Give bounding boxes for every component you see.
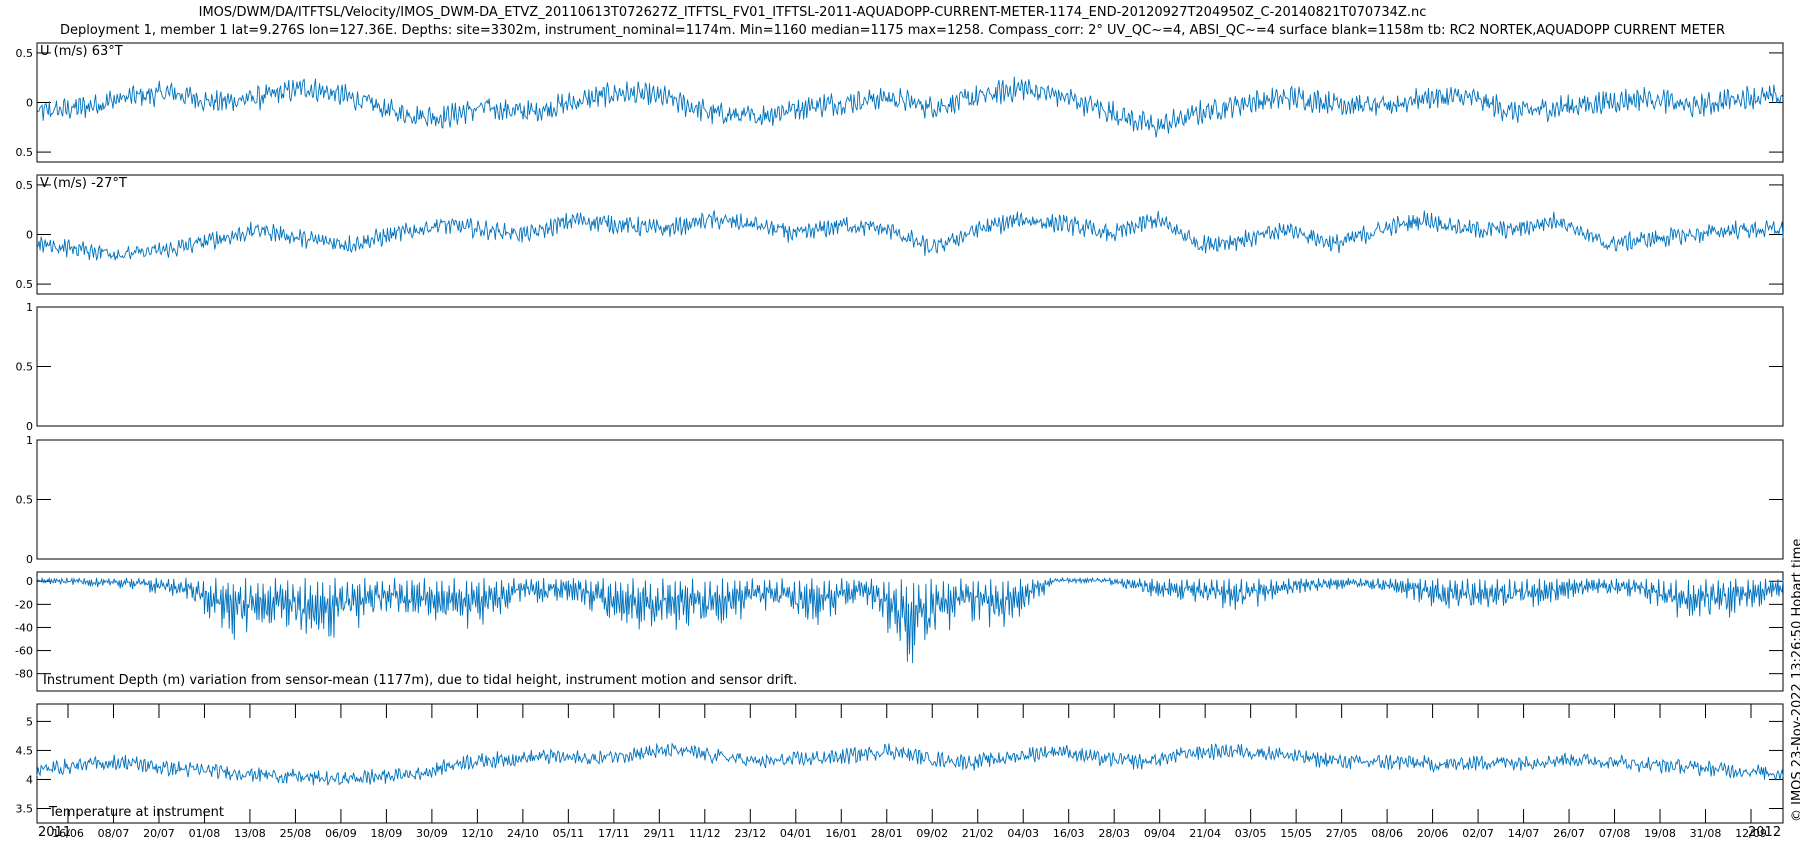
panel-5: 0 -20 -40 -60 -80 Instrument Depth (m) variat… [15, 571, 1784, 692]
xtick-label: 18/09 [371, 827, 403, 840]
series-line [36, 210, 1784, 261]
title-line-1: IMOS/DWM/DA/ITFTSL/Velocity/IMOS_DWM-DA_… [198, 5, 1427, 20]
ytick-label: 4.5 [16, 744, 34, 757]
ytick-label: 0 [26, 229, 33, 242]
ytick-label: 0 [26, 553, 33, 566]
series-line [36, 76, 1784, 138]
xtick-label: 21/02 [962, 827, 994, 840]
xtick-label: 11/12 [689, 827, 721, 840]
xtick-label: 13/08 [234, 827, 266, 840]
ytick-label: 1 [26, 434, 33, 447]
panel-label: V (m/s) -27°T [40, 176, 127, 191]
xtick-label: 23/12 [734, 827, 766, 840]
panel-3: 10.50 [16, 301, 1784, 433]
xtick-label: 27/05 [1326, 827, 1358, 840]
xtick-label: 16/03 [1053, 827, 1085, 840]
panel-label: U (m/s) 63°T [40, 44, 123, 59]
ytick-label: 0.5 [16, 47, 34, 60]
xtick-label: 30/09 [416, 827, 448, 840]
xtick-label: 01/08 [189, 827, 221, 840]
ytick-label: 3.5 [16, 802, 34, 815]
panel-frame [36, 703, 1784, 824]
xtick-label: 09/04 [1144, 827, 1176, 840]
ytick-label: 4 [26, 773, 33, 786]
xtick-label: 29/11 [643, 827, 675, 840]
xtick-label: 25/08 [280, 827, 312, 840]
xtick-label: 08/06 [1371, 827, 1403, 840]
x-axis: 16/06 08/07 20/07 01/08 13/08 25/08 06/09 18/09… [38, 704, 1781, 840]
panel-frame [36, 42, 1784, 163]
xtick-label: 15/05 [1280, 827, 1312, 840]
panel-label: Instrument Depth (m) variation from sens… [43, 673, 797, 688]
ytick-label: -20 [15, 598, 33, 611]
ytick-label: 0.5 [16, 179, 34, 192]
xtick-label: 07/08 [1599, 827, 1631, 840]
series-line [36, 576, 1784, 664]
xtick-label: 14/07 [1508, 827, 1540, 840]
xaxis-year-end: 2012 [1748, 825, 1781, 840]
ytick-label: -80 [15, 668, 33, 681]
ytick-label: 0.5 [16, 278, 34, 291]
xtick-label: 28/01 [871, 827, 903, 840]
ytick-label: 0.5 [16, 146, 34, 159]
ytick-label: -40 [15, 621, 33, 634]
panel-6: 5 4.5 4 3.5 Temperature at instrument [16, 703, 1784, 824]
xtick-label: 16/06 [52, 827, 84, 840]
ytick-label: 0 [26, 420, 33, 433]
xtick-label: 09/02 [916, 827, 948, 840]
panel-4: 10.50 [16, 434, 1784, 566]
xtick-label: 12/09 [1735, 827, 1767, 840]
xtick-label: 12/10 [462, 827, 494, 840]
ytick-label: 1 [26, 301, 33, 314]
panel-1: 0.5 0 0.5 U (m/s) 63°T [16, 42, 1784, 163]
panel-frame [36, 306, 1784, 427]
xtick-label: 28/03 [1098, 827, 1130, 840]
xaxis-year-start: 2011 [38, 825, 71, 840]
panel-label: Temperature at instrument [48, 805, 224, 820]
xtick-label: 04/03 [1007, 827, 1039, 840]
xtick-label: 08/07 [98, 827, 130, 840]
xtick-label: 06/09 [325, 827, 357, 840]
xtick-label: 20/06 [1417, 827, 1449, 840]
panel-2: 0.5 0 0.5 V (m/s) -27°T [16, 174, 1784, 295]
xtick-label: 19/08 [1644, 827, 1676, 840]
xtick-label: 31/08 [1690, 827, 1722, 840]
ytick-label: 0.5 [16, 494, 34, 507]
ytick-label: 0.5 [16, 361, 34, 374]
xtick-label: 17/11 [598, 827, 630, 840]
title-line-2: Deployment 1, member 1 lat=9.276S lon=12… [59, 23, 1725, 38]
xtick-label: 04/01 [780, 827, 812, 840]
xtick-label: 26/07 [1553, 827, 1585, 840]
ytick-label: 0 [26, 575, 33, 588]
ytick-label: -60 [15, 645, 33, 658]
panel-frame [36, 571, 1784, 692]
ytick-label: 5 [26, 715, 33, 728]
xtick-label: 03/05 [1235, 827, 1267, 840]
xtick-label: 24/10 [507, 827, 539, 840]
xtick-label: 20/07 [143, 827, 175, 840]
panel-frame [36, 439, 1784, 560]
xtick-label: 05/11 [552, 827, 584, 840]
ytick-label: 0 [26, 97, 33, 110]
xtick-label: 16/01 [825, 827, 857, 840]
xtick-label: 21/04 [1189, 827, 1221, 840]
xtick-label: 02/07 [1462, 827, 1494, 840]
series-line [36, 742, 1784, 786]
